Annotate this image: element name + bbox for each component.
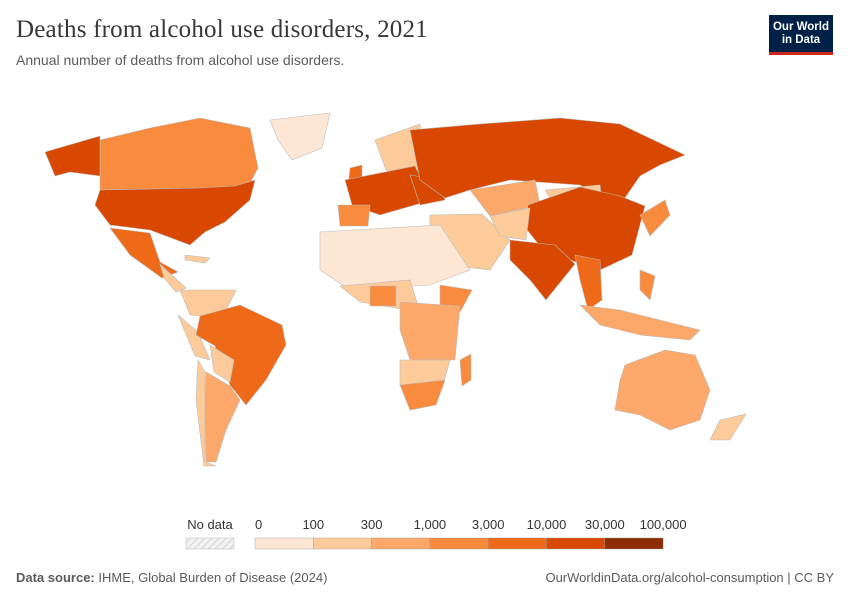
region-southeast-asia[interactable] [574, 254, 603, 311]
region-central-america[interactable] [159, 263, 187, 293]
legend-tick-label: 100,000 [640, 517, 687, 532]
logo-text: Our World in Data [772, 20, 829, 46]
region-brazil[interactable] [195, 304, 287, 406]
source-label: Data source: [16, 570, 95, 585]
legend-tick-label: 1,000 [414, 517, 447, 532]
legend-bin-5[interactable] [546, 537, 605, 550]
region-alaska[interactable] [44, 135, 101, 177]
region-caribbean[interactable] [184, 254, 211, 264]
legend-no-data-label: No data [187, 517, 233, 532]
chart-title: Deaths from alcohol use disorders, 2021 [16, 16, 428, 43]
owid-logo[interactable]: Our World in Data [769, 15, 833, 55]
chart-subtitle: Annual number of deaths from alcohol use… [16, 52, 345, 68]
legend-tick-label: 3,000 [472, 517, 505, 532]
region-peru[interactable] [177, 314, 211, 361]
region-philippines[interactable] [639, 269, 656, 301]
region-western-europe[interactable] [344, 165, 433, 216]
legend-bin-0[interactable] [254, 537, 314, 550]
region-indonesia[interactable] [579, 304, 701, 341]
legend-tick-label: 10,000 [527, 517, 567, 532]
region-central-east-africa[interactable] [399, 301, 461, 361]
region-south-africa[interactable] [399, 379, 446, 411]
region-central-asia[interactable] [489, 207, 531, 241]
legend-bin-3[interactable] [429, 537, 489, 550]
region-north-africa[interactable] [319, 224, 471, 291]
region-madagascar[interactable] [459, 353, 472, 387]
region-russia[interactable] [409, 117, 686, 206]
region-india[interactable] [509, 239, 576, 301]
legend-tick-label: 0 [255, 517, 262, 532]
region-japan[interactable] [639, 199, 671, 237]
region-chile[interactable] [195, 358, 217, 467]
source-text: IHME, Global Burden of Disease (2024) [98, 570, 328, 585]
legend-bin-4[interactable] [488, 537, 547, 550]
legend-bin-2[interactable] [371, 537, 431, 550]
region-spain[interactable] [337, 204, 371, 227]
region-bolivia-paraguay[interactable] [209, 344, 235, 383]
region-canada[interactable] [99, 117, 259, 194]
source-url[interactable]: OurWorldinData.org/alcohol-consumption |… [545, 570, 834, 585]
legend-tick-label: 30,000 [585, 517, 625, 532]
map-legend: No data 0 100 300 1,000 3,000 10,000 30,000 100… [185, 517, 687, 550]
legend-tick-label: 300 [361, 517, 383, 532]
legend-bin-1[interactable] [313, 537, 372, 550]
legend-no-data-swatch [185, 537, 235, 550]
region-nigeria[interactable] [369, 285, 397, 307]
legend-tick-label: 100 [302, 517, 324, 532]
region-greenland[interactable] [269, 112, 331, 161]
data-source: Data source: IHME, Global Burden of Dise… [16, 570, 327, 585]
legend-bin-6[interactable] [604, 537, 664, 550]
region-usa[interactable] [94, 179, 256, 246]
world-map [44, 112, 747, 467]
region-new-zealand[interactable] [709, 413, 747, 441]
region-australia[interactable] [614, 349, 711, 431]
